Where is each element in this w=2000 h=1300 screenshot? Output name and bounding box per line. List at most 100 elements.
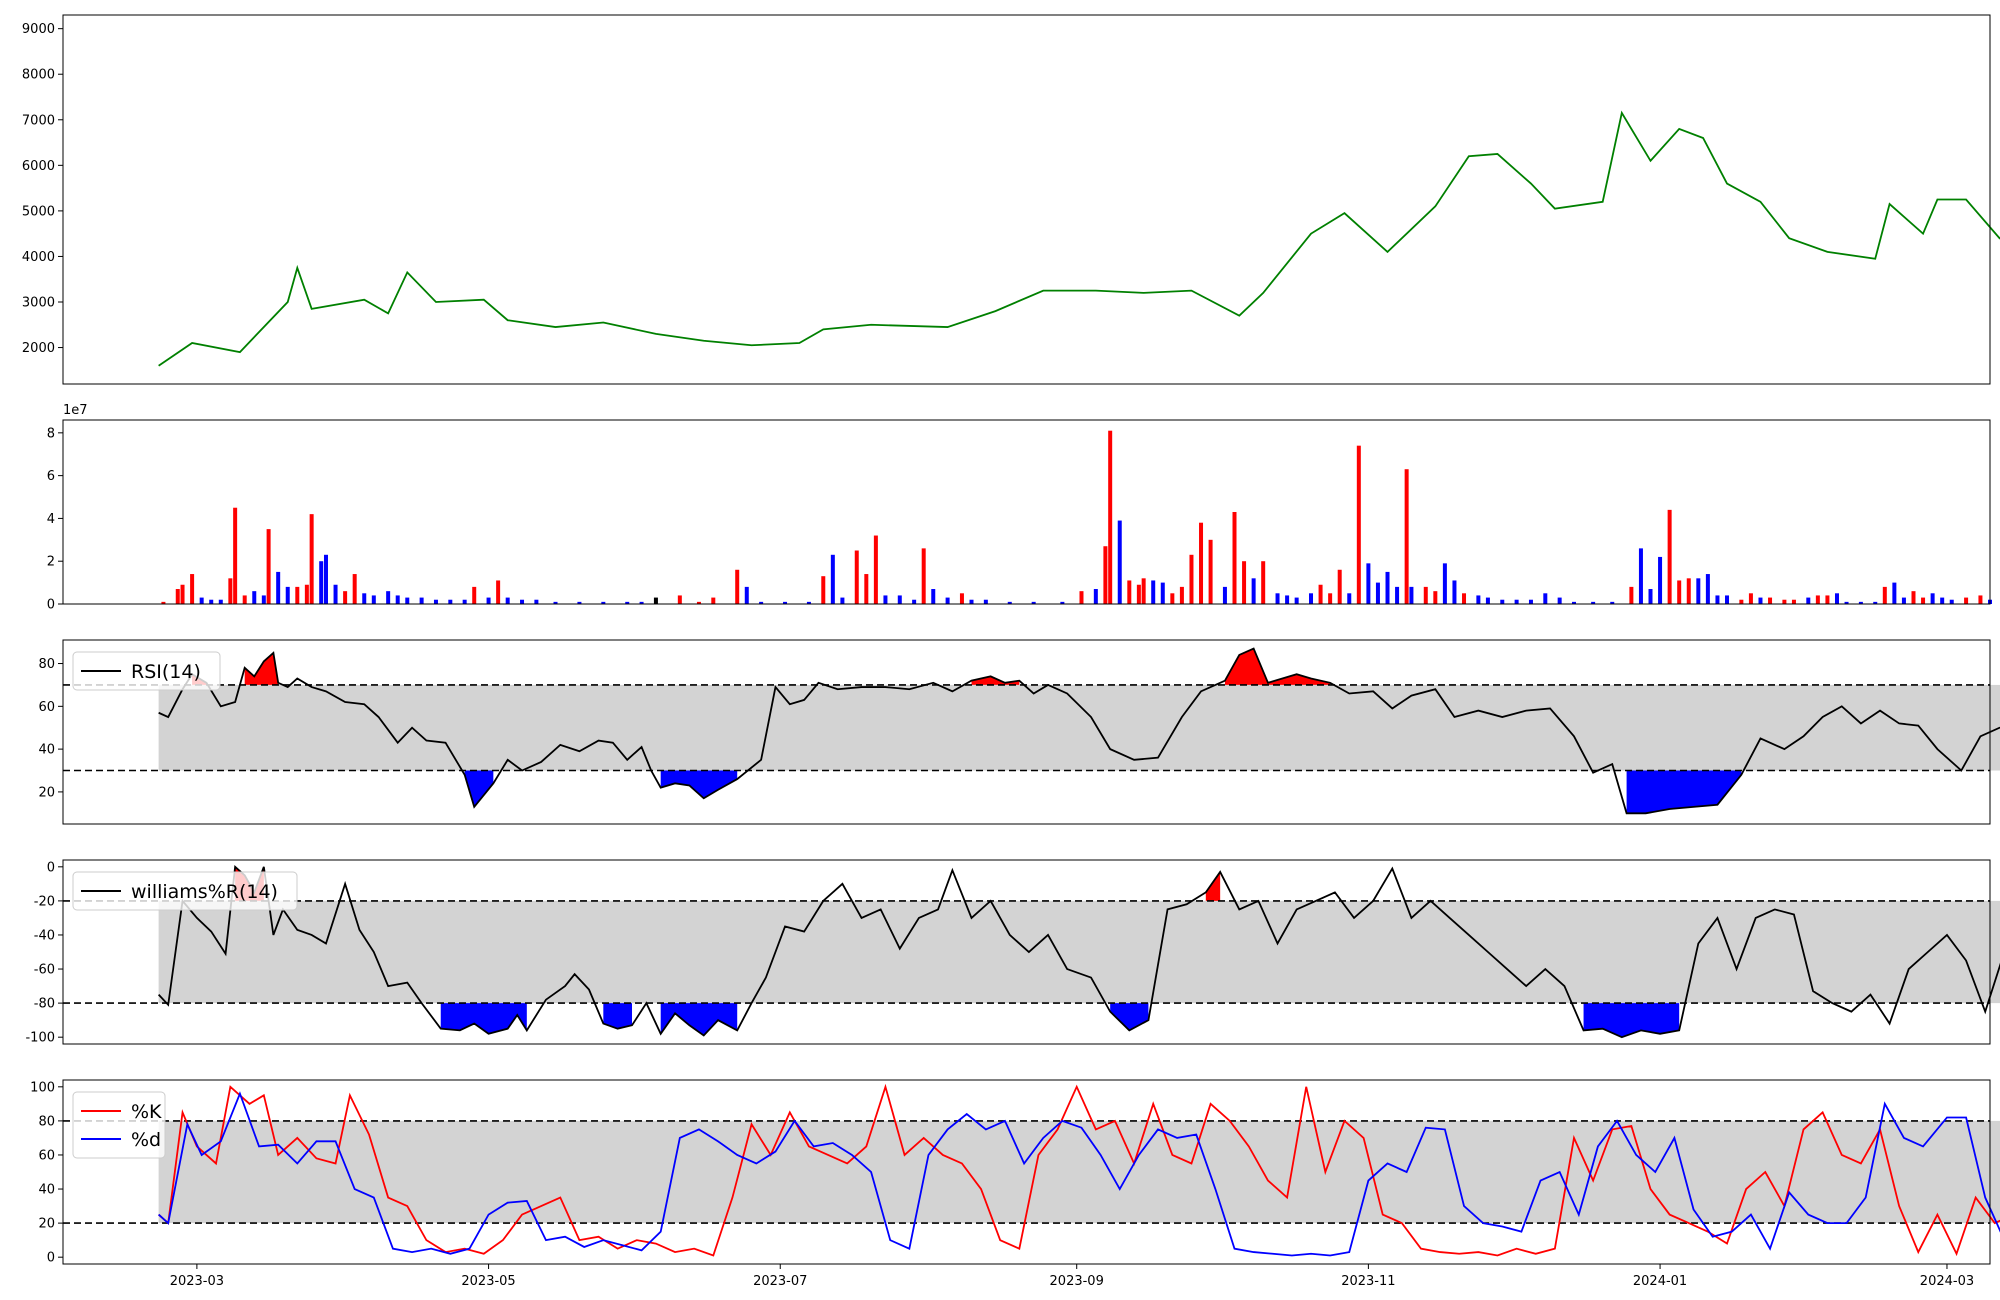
volume-bar <box>1791 599 1796 604</box>
volume-bar <box>1222 586 1227 604</box>
axes-frame <box>62 14 1991 385</box>
volume-bar <box>1404 469 1409 604</box>
volume-bar <box>696 601 701 604</box>
y-tick-label: 0 <box>47 1251 55 1266</box>
volume-bar <box>419 597 424 604</box>
chart-panel-4: williams%R(14) 0 -20 -40 -60 -80 -100 <box>25 859 2000 1046</box>
volume-bar <box>759 601 764 604</box>
overbought-fill <box>1224 648 1331 685</box>
volume-bar <box>1591 601 1596 604</box>
volume-bar <box>266 529 271 604</box>
percent-d-line <box>158 1091 2000 1257</box>
y-tick-label: 60 <box>38 700 55 715</box>
oversold-fill <box>1583 1003 1680 1038</box>
volume-bar <box>1514 599 1519 604</box>
x-tick-label: 2023-05 <box>461 1274 515 1289</box>
oversold-fill <box>440 1003 527 1034</box>
volume-bar <box>1476 595 1481 604</box>
volume-bar <box>395 595 400 604</box>
volume-bar <box>1782 599 1787 604</box>
volume-bar <box>1806 597 1811 604</box>
volume-bar <box>1901 597 1906 604</box>
price-line <box>158 110 2000 367</box>
volume-bar <box>945 597 950 604</box>
y-tick-label: 80 <box>38 657 55 672</box>
legend-label: williams%R(14) <box>131 881 278 903</box>
chart-panel-3: RSI(14) 20 40 60 80 <box>38 639 2000 825</box>
y-tick-label: 9000 <box>22 22 55 37</box>
x-tick-label: 2023-11 <box>1341 1274 1395 1289</box>
y-tick-label: 0 <box>47 598 55 613</box>
volume-bar <box>1318 584 1323 604</box>
volume-bar <box>830 554 835 604</box>
volume-bar <box>1571 601 1576 604</box>
volume-bar <box>931 589 936 604</box>
volume-bar <box>486 597 491 604</box>
oversold-fill <box>1110 1003 1149 1031</box>
volume-bar <box>921 548 926 604</box>
volume-bar <box>1629 586 1634 604</box>
y-tick-label: 6 <box>47 469 55 484</box>
chart-panels: 200030004000500060007000800090001e702468… <box>22 14 2000 1289</box>
volume-bar <box>1199 522 1204 604</box>
volume-bar <box>1189 554 1194 604</box>
oversold-fill <box>603 1003 633 1029</box>
overbought-fill <box>244 652 279 685</box>
y-tick-label: 3000 <box>22 296 55 311</box>
y-tick-label: 20 <box>38 1217 55 1232</box>
volume-bar <box>190 574 195 604</box>
volume-bar <box>180 584 185 604</box>
volume-bar <box>639 601 644 604</box>
y-tick-label: 40 <box>38 1183 55 1198</box>
volume-bar <box>1677 580 1682 604</box>
y-tick-label: 8 <box>47 426 55 441</box>
axes-frame <box>62 639 1991 825</box>
volume-bar <box>1141 578 1146 604</box>
y-tick-label: 4000 <box>22 250 55 265</box>
volume-bar <box>1882 586 1887 604</box>
volume-bar <box>1151 580 1156 604</box>
legend-label: %d <box>131 1129 161 1151</box>
volume-bar <box>1452 580 1457 604</box>
volume-bar <box>1758 597 1763 604</box>
y-tick-label: -40 <box>34 928 55 943</box>
volume-bar <box>1170 593 1175 604</box>
volume-bar <box>959 593 964 604</box>
volume-bar <box>1858 601 1863 604</box>
volume-bar <box>496 580 501 604</box>
volume-bar <box>1117 520 1122 604</box>
volume-bar <box>1725 595 1730 604</box>
volume-bar <box>433 599 438 604</box>
volume-bar <box>625 601 630 604</box>
neutral-band <box>158 1120 2000 1224</box>
volume-bar <box>1834 593 1839 604</box>
volume-bar <box>969 599 974 604</box>
chart-panel-2: 1e7 0 2 4 6 8 <box>47 403 1992 613</box>
volume-bar <box>386 591 391 604</box>
volume-bar <box>371 595 376 604</box>
volume-bar <box>1366 563 1371 604</box>
volume-bar <box>1500 599 1505 604</box>
volume-bar <box>1179 586 1184 604</box>
neutral-band <box>158 684 2000 771</box>
y-tick-label: 20 <box>38 785 55 800</box>
y-tick-label: 4 <box>47 512 55 527</box>
volume-bar <box>1347 593 1352 604</box>
volume-bar <box>1093 589 1098 604</box>
volume-bar <box>1921 597 1926 604</box>
volume-bar <box>505 597 510 604</box>
y-tick-label: 8000 <box>22 68 55 83</box>
overbought-fill <box>1205 871 1221 901</box>
volume-bar <box>1242 561 1247 604</box>
oversold-fill <box>660 770 738 799</box>
volume-bar <box>161 601 166 604</box>
y-tick-label: 2 <box>47 555 55 570</box>
volume-bar <box>1543 593 1548 604</box>
volume-bar <box>1610 601 1615 604</box>
volume-bar <box>653 597 658 604</box>
volume-bar <box>873 535 878 604</box>
x-tick-label: 2023-03 <box>170 1274 224 1289</box>
volume-bar <box>1978 595 1983 604</box>
volume-bar <box>362 593 367 604</box>
